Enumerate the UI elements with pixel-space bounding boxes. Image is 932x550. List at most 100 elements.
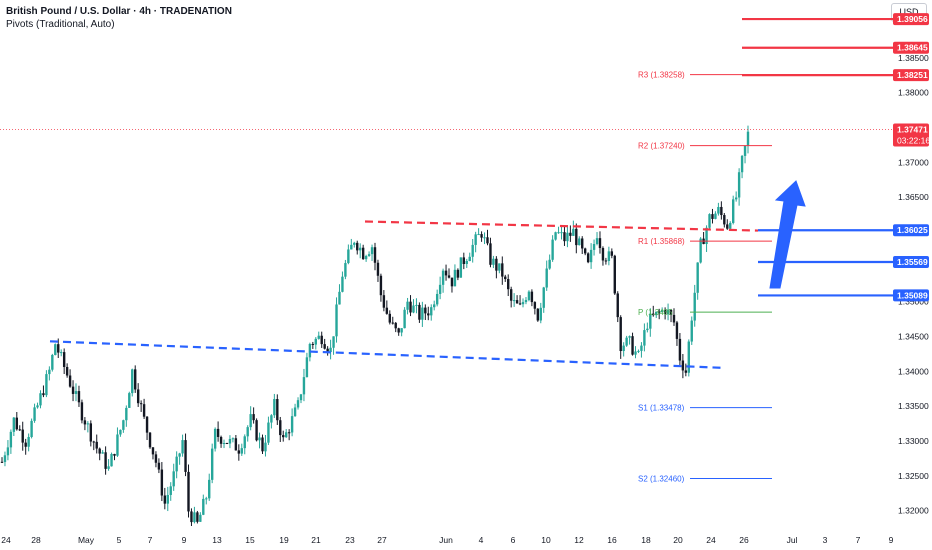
candle (54, 344, 57, 355)
candle (27, 436, 30, 447)
y-tick-label: 1.33500 (898, 401, 929, 411)
candle (270, 415, 273, 423)
resistance-level-tag-bg (893, 69, 929, 82)
candle (598, 238, 602, 249)
support-level-tag-bg (893, 224, 929, 237)
candle (373, 247, 377, 263)
candle (367, 254, 371, 256)
candle (495, 258, 498, 271)
candle (622, 345, 625, 352)
candle (178, 453, 181, 457)
candle (524, 300, 528, 303)
candle (0, 461, 4, 463)
candle (690, 320, 693, 342)
candle (187, 471, 190, 512)
candle (412, 305, 415, 313)
candle (95, 441, 98, 449)
candle (237, 450, 241, 454)
up-arrow (769, 180, 806, 289)
candle (438, 284, 442, 294)
candle (675, 322, 679, 339)
candle (592, 244, 596, 250)
candle (9, 431, 13, 448)
candle (370, 247, 374, 255)
candle (122, 420, 125, 430)
x-tick-label: 18 (641, 535, 651, 545)
candle (160, 469, 164, 496)
candle (456, 269, 460, 278)
candle (30, 420, 33, 437)
candle (388, 313, 392, 323)
candle (261, 437, 264, 452)
x-tick-label: 21 (311, 535, 321, 545)
candle (314, 338, 317, 345)
support-level-tag-bg (893, 289, 929, 302)
candle (501, 263, 504, 277)
candle (213, 428, 217, 449)
candle (113, 453, 116, 456)
candle (287, 432, 291, 434)
candle (335, 304, 338, 337)
x-tick-label: 12 (574, 535, 584, 545)
candle (290, 416, 294, 433)
x-tick-label: 23 (345, 535, 355, 545)
candle (24, 442, 27, 447)
candle (726, 224, 729, 229)
candle (409, 301, 412, 313)
support-level-tag: 1.36025 (897, 225, 928, 235)
candle (660, 309, 664, 313)
x-tick-label: 4 (479, 535, 484, 545)
candle (669, 310, 673, 315)
candle (83, 420, 87, 425)
candle (320, 335, 323, 345)
candle (681, 360, 685, 371)
candle (6, 447, 10, 456)
support-trendline (49, 340, 723, 369)
candle (145, 416, 149, 433)
candle (708, 214, 711, 228)
candle (92, 441, 95, 443)
candle (350, 244, 353, 250)
candle (36, 405, 39, 408)
candle (302, 377, 306, 395)
candle (379, 275, 383, 296)
candle (578, 238, 581, 246)
candle (545, 268, 548, 288)
candle (128, 393, 131, 408)
candle (48, 369, 51, 375)
x-tick-label: 24 (706, 535, 716, 545)
candle (199, 514, 202, 522)
candle (740, 155, 744, 173)
candle (264, 442, 267, 452)
candle (104, 452, 107, 469)
candle (489, 243, 492, 265)
candle (210, 448, 214, 480)
x-tick-label: 5 (117, 535, 122, 545)
candle (462, 257, 466, 265)
candle (666, 310, 670, 315)
candle (356, 242, 359, 251)
x-tick-label: May (78, 535, 95, 545)
candle (249, 414, 252, 428)
candle (219, 436, 223, 444)
candle (391, 322, 394, 324)
resistance-level-tag: 1.38645 (897, 43, 928, 53)
y-tick-label: 1.38500 (898, 53, 929, 63)
last-price-tag: 1.37471 (897, 124, 928, 134)
candle (282, 435, 285, 438)
candles (0, 125, 750, 527)
last-price-tag-bg (893, 123, 929, 147)
candle (267, 422, 270, 443)
candle (172, 471, 175, 487)
candle (563, 232, 566, 242)
candle (234, 438, 238, 451)
candle (18, 429, 21, 431)
candle (184, 440, 187, 472)
candle (225, 443, 229, 445)
candle (424, 307, 427, 314)
candle (444, 270, 448, 276)
y-tick-label: 1.32000 (898, 506, 929, 516)
x-tick-label: 27 (377, 535, 387, 545)
candle (33, 407, 36, 421)
